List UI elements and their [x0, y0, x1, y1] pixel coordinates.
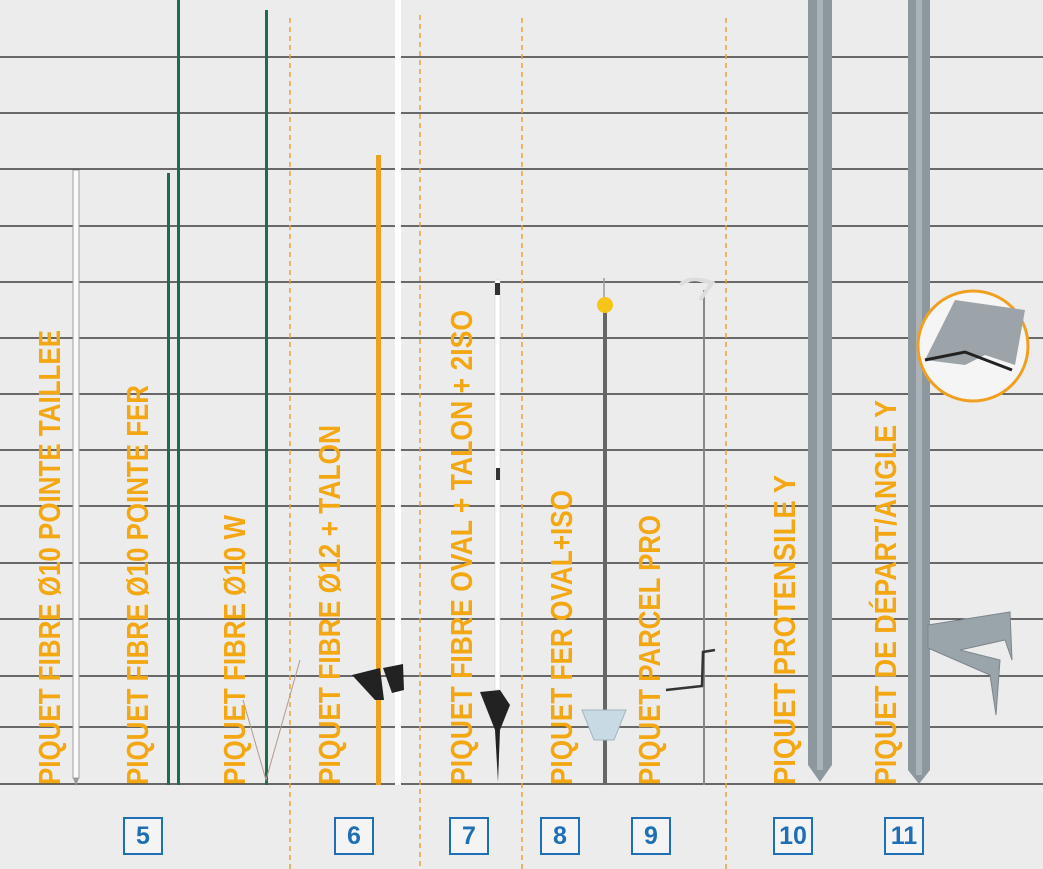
product-labels: PIQUET FIBRE Ø10 POINTE TAILLEE PIQUET F… — [32, 310, 903, 785]
label-piquet-fibre-10-pointe-taillee: PIQUET FIBRE Ø10 POINTE TAILLEE — [32, 330, 67, 785]
label-piquet-fer-oval-iso: PIQUET FER OVAL+ISO — [544, 490, 579, 785]
detail-inset — [916, 289, 1030, 403]
label-piquet-fibre-12-talon: PIQUET FIBRE Ø12 + TALON — [312, 425, 347, 785]
number-badge-7: 7 — [449, 817, 489, 855]
number-badge-5: 5 — [123, 817, 163, 855]
post-fibre-green-w — [242, 10, 301, 785]
post-parcel-pro — [665, 277, 716, 785]
post-iron-oval-iso — [581, 278, 627, 785]
label-piquet-fibre-10-w: PIQUET FIBRE Ø10 W — [217, 514, 252, 785]
number-badge-6: 6 — [334, 817, 374, 855]
number-badge-8: 8 — [540, 817, 580, 855]
label-piquet-fibre-10-pointe-fer: PIQUET FIBRE Ø10 POINTE FER — [120, 385, 155, 785]
label-piquet-depart-angle-y: PIQUET DE DÉPART/ANGLE Y — [868, 400, 903, 785]
number-badge-9: 9 — [631, 817, 671, 855]
label-piquet-parcel-pro: PIQUET PARCEL PRO — [632, 515, 667, 785]
post-fibre-oval-white — [480, 279, 510, 782]
post-fibre-green-iron-tip — [167, 0, 180, 785]
number-badge-11: 11 — [884, 817, 924, 855]
post-protensile-y — [808, 0, 832, 782]
number-badge-10: 10 — [773, 817, 813, 855]
post-fibre-white-pointed — [72, 169, 80, 786]
label-piquet-protensile-y: PIQUET PROTENSILE Y — [767, 475, 802, 785]
post-fibre-orange-talon — [352, 0, 404, 785]
label-piquet-fibre-oval-talon-2iso: PIQUET FIBRE OVAL + TALON + 2ISO — [444, 310, 479, 785]
separators — [289, 15, 727, 869]
post-start-angle-y — [908, 0, 1013, 784]
